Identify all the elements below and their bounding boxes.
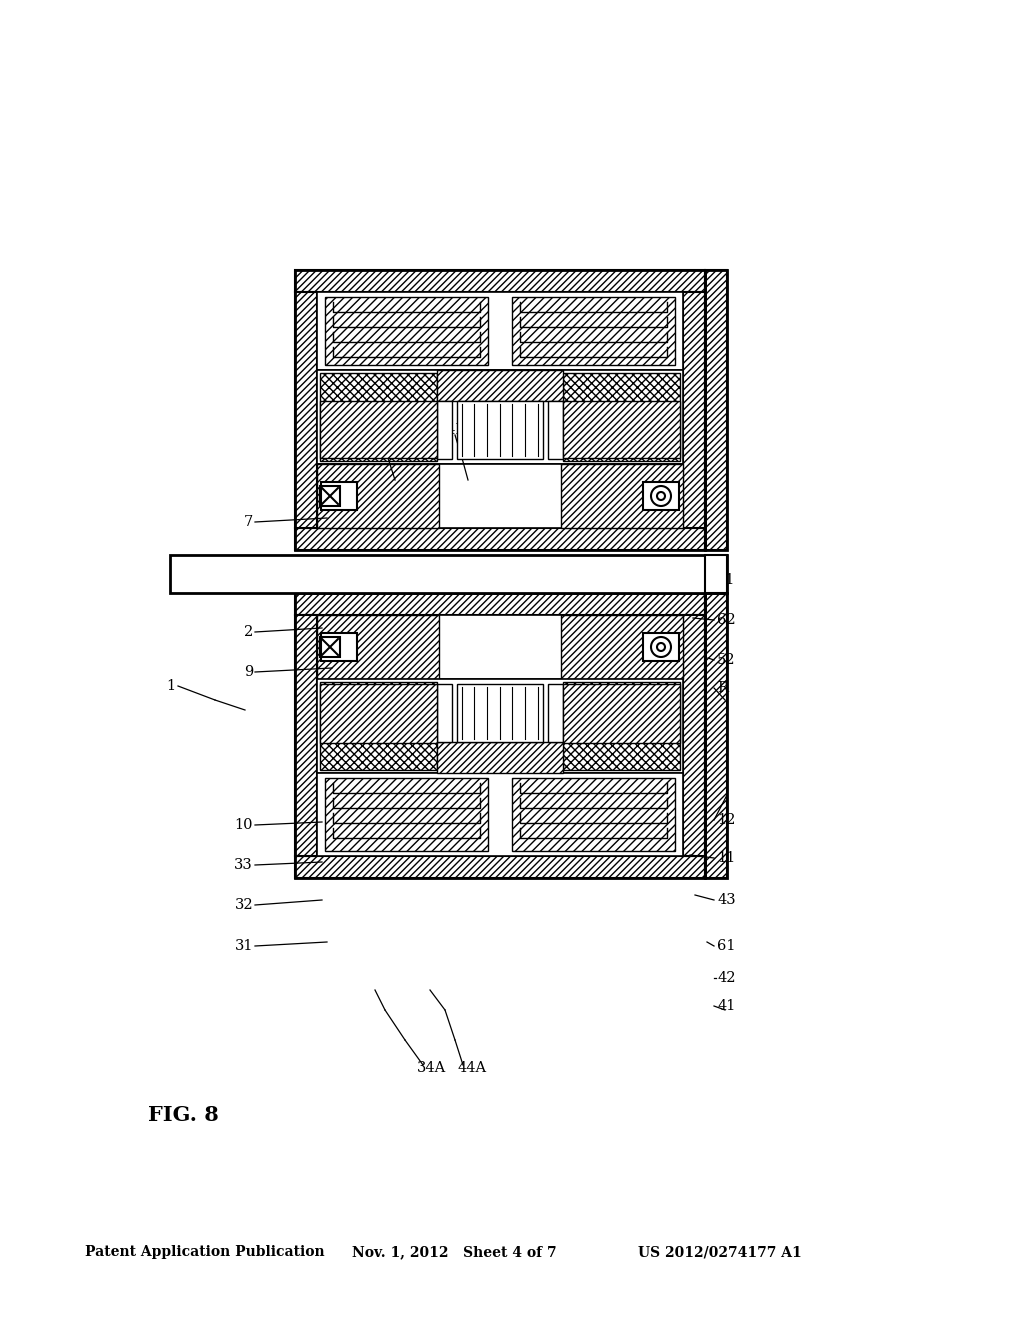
- Text: 10: 10: [234, 818, 253, 832]
- Bar: [561, 465, 683, 528]
- Bar: [643, 482, 679, 510]
- Text: 8: 8: [244, 554, 253, 569]
- Bar: [683, 292, 705, 528]
- Text: 31: 31: [234, 939, 253, 953]
- Text: 7: 7: [244, 515, 253, 529]
- Text: US 2012/0274177 A1: US 2012/0274177 A1: [638, 1245, 802, 1259]
- Bar: [321, 482, 357, 510]
- Bar: [295, 593, 705, 615]
- Bar: [512, 297, 675, 366]
- Text: 44B: 44B: [437, 422, 467, 437]
- Text: 9: 9: [244, 665, 253, 678]
- Bar: [437, 370, 563, 401]
- Text: 34B: 34B: [364, 422, 392, 437]
- Text: 62: 62: [717, 612, 735, 627]
- Bar: [170, 554, 727, 593]
- Bar: [319, 682, 437, 770]
- Text: Patent Application Publication: Patent Application Publication: [85, 1245, 325, 1259]
- Text: R: R: [717, 681, 728, 696]
- Text: 41: 41: [717, 999, 735, 1012]
- Bar: [295, 271, 705, 292]
- Bar: [319, 486, 340, 506]
- Bar: [705, 593, 727, 878]
- Bar: [319, 374, 437, 461]
- Text: FIG. 8: FIG. 8: [148, 1105, 219, 1125]
- Bar: [317, 615, 683, 678]
- Bar: [319, 684, 437, 743]
- Text: Nov. 1, 2012   Sheet 4 of 7: Nov. 1, 2012 Sheet 4 of 7: [352, 1245, 557, 1259]
- Bar: [561, 615, 683, 678]
- Bar: [705, 593, 727, 878]
- Bar: [457, 401, 543, 459]
- Bar: [317, 292, 683, 370]
- Text: 52: 52: [717, 653, 735, 667]
- Bar: [563, 374, 680, 461]
- Bar: [563, 684, 680, 743]
- Bar: [295, 292, 317, 528]
- Bar: [512, 777, 675, 851]
- Bar: [319, 638, 340, 657]
- Bar: [705, 271, 727, 550]
- Bar: [548, 401, 563, 459]
- Bar: [548, 684, 563, 742]
- Bar: [317, 465, 439, 528]
- Bar: [295, 271, 705, 550]
- Text: S: S: [208, 577, 218, 591]
- Text: 1: 1: [166, 678, 175, 693]
- Text: 51: 51: [717, 573, 735, 587]
- Bar: [317, 370, 683, 465]
- Bar: [295, 593, 705, 878]
- Bar: [563, 401, 680, 458]
- Bar: [643, 634, 679, 661]
- Bar: [683, 615, 705, 855]
- Bar: [437, 684, 452, 742]
- Bar: [705, 554, 727, 593]
- Text: 2: 2: [244, 624, 253, 639]
- Bar: [437, 401, 452, 459]
- Text: 43: 43: [717, 894, 735, 907]
- Bar: [563, 682, 680, 770]
- Bar: [321, 634, 357, 661]
- Bar: [705, 271, 727, 550]
- Text: 11: 11: [717, 851, 735, 865]
- Bar: [317, 774, 683, 855]
- Bar: [317, 465, 683, 528]
- Text: 32: 32: [234, 898, 253, 912]
- Text: 33: 33: [234, 858, 253, 873]
- Bar: [437, 742, 563, 774]
- Bar: [317, 615, 439, 678]
- Bar: [325, 777, 488, 851]
- Text: 12: 12: [717, 813, 735, 828]
- Text: 34A: 34A: [417, 1061, 446, 1074]
- Bar: [457, 684, 543, 742]
- Text: 44A: 44A: [458, 1061, 487, 1074]
- Bar: [295, 855, 705, 878]
- Bar: [319, 401, 437, 458]
- Text: 42: 42: [717, 972, 735, 985]
- Bar: [325, 297, 488, 366]
- Text: 61: 61: [717, 939, 735, 953]
- Bar: [295, 615, 317, 855]
- Bar: [317, 678, 683, 774]
- Bar: [295, 528, 705, 550]
